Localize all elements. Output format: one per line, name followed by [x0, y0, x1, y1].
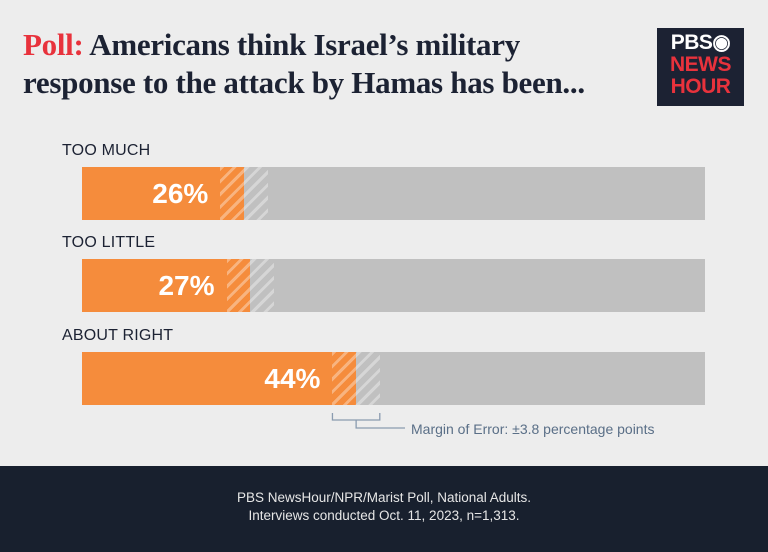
moe-bracket-line: [331, 413, 405, 429]
bar-track: 26%: [82, 167, 705, 220]
footer: PBS NewsHour/NPR/Marist Poll, National A…: [0, 466, 768, 552]
source-line: PBS NewsHour/NPR/Marist Poll, National A…: [236, 490, 532, 505]
interview-line: Interviews conducted Oct. 11, 2023, n=1,…: [248, 508, 520, 523]
category-label: ABOUT RIGHT: [62, 327, 174, 344]
bar-track: 44%: [82, 352, 705, 405]
bar: [82, 259, 251, 312]
title-text: Americans think Israel’s military respon…: [23, 27, 585, 100]
bar: [82, 352, 357, 405]
margin-of-error-hatch: [226, 259, 274, 312]
value-label: 44%: [264, 363, 321, 394]
pbs-head-icon: ◉: [712, 31, 731, 54]
moe-annotation: Margin of Error: ±3.8 percentage points: [411, 421, 655, 437]
margin-of-error-hatch: [220, 167, 268, 220]
value-label: 27%: [158, 270, 215, 301]
value-label: 26%: [152, 178, 209, 209]
bar-track: 27%: [82, 259, 705, 312]
chart-title: Poll: Americans think Israel’s military …: [23, 26, 623, 102]
pbs-newshour-logo: PBS◉ NEWS HOUR: [657, 28, 744, 106]
margin-of-error-hatch: [332, 352, 380, 405]
bar: [82, 167, 244, 220]
category-label: TOO LITTLE: [62, 234, 156, 251]
category-label: TOO MUCH: [62, 142, 151, 159]
title-prefix: Poll:: [23, 27, 84, 62]
